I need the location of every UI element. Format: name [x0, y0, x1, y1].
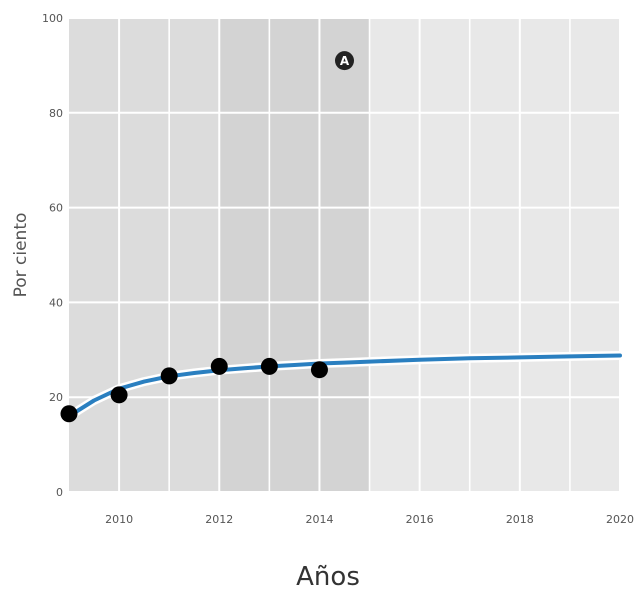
shaded-region-1 [219, 18, 370, 492]
shaded-region-2 [369, 18, 620, 492]
axis-labels: 0 20 40 60 80 100 2010 2012 2014 2016 2018 2020 [42, 12, 634, 526]
x-tick-label: 2014 [305, 513, 333, 526]
x-tick-label: 2018 [506, 513, 534, 526]
data-point [110, 386, 128, 404]
annotation-marker [335, 51, 354, 71]
y-tick-label: 60 [49, 202, 63, 215]
annotation-label: A [340, 54, 350, 68]
data-point [260, 357, 278, 375]
x-tick-label: 2012 [205, 513, 233, 526]
y-tick-label: 100 [42, 12, 63, 25]
grid [69, 17, 621, 493]
data-point [160, 367, 178, 385]
y-tick-label: 40 [49, 296, 63, 309]
y-axis-label: Por ciento [11, 213, 31, 298]
data-point [60, 405, 78, 423]
y-tick-label: 20 [49, 391, 63, 404]
shaded-regions [69, 18, 620, 492]
fit-curve [64, 351, 625, 421]
x-axis-label: Años [296, 562, 360, 592]
y-tick-label: 0 [56, 486, 63, 499]
data-point [210, 357, 228, 375]
annotation: A [335, 51, 354, 71]
y-tick-label: 80 [49, 107, 63, 120]
x-tick-label: 2020 [606, 513, 634, 526]
data-points [60, 357, 328, 423]
x-tick-label: 2010 [105, 513, 133, 526]
x-tick-label: 2016 [406, 513, 434, 526]
data-point [310, 361, 328, 379]
shaded-region-0 [69, 18, 220, 492]
fit-curve-line [67, 353, 622, 419]
